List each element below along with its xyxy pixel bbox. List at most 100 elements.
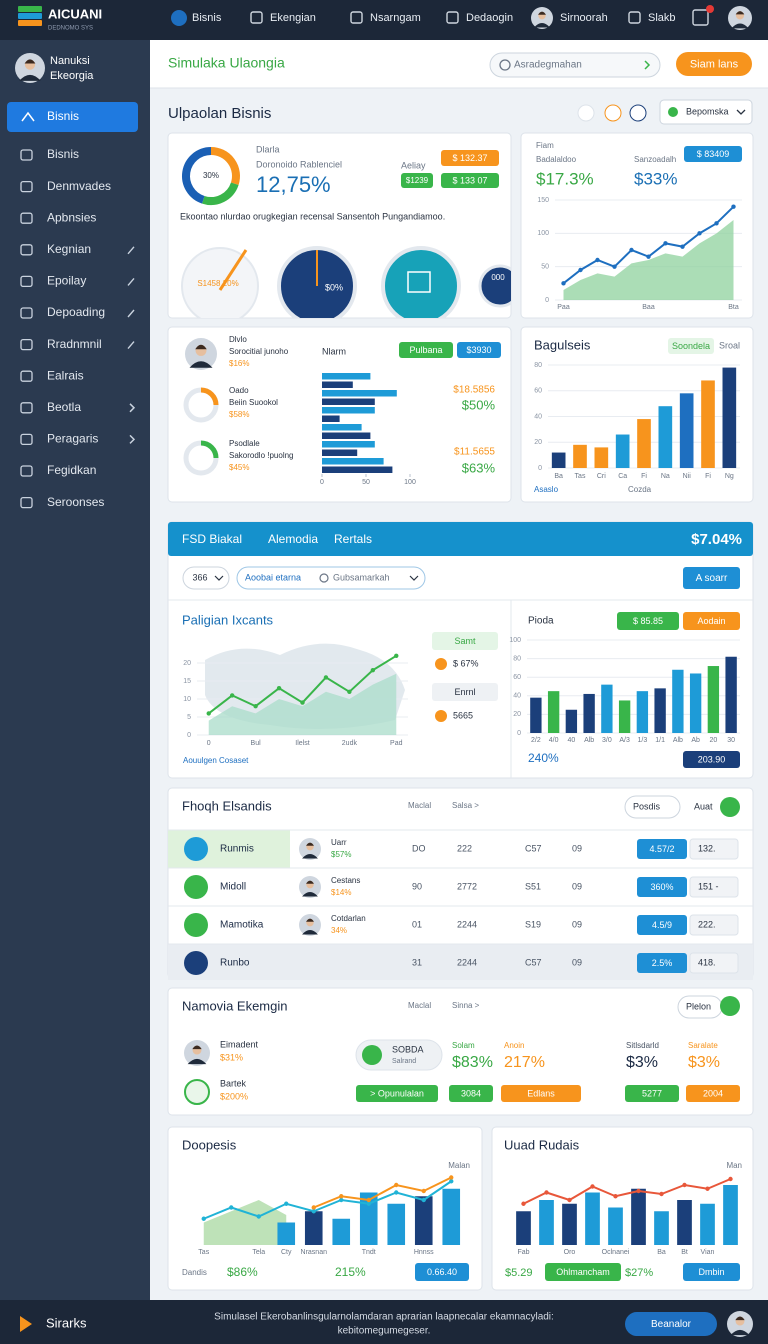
button-bg[interactable] bbox=[686, 1085, 740, 1102]
button-bg[interactable] bbox=[637, 953, 687, 973]
button-bg[interactable] bbox=[637, 877, 687, 897]
legend-item[interactable]: Soondela bbox=[672, 341, 710, 351]
button[interactable]: 203.90 bbox=[698, 754, 726, 764]
button-bg[interactable] bbox=[441, 150, 499, 166]
button[interactable]: 5277 bbox=[642, 1088, 662, 1098]
active-nav-bg[interactable] bbox=[7, 102, 138, 132]
link[interactable]: Auat bbox=[694, 801, 713, 811]
button[interactable]: 2.5% bbox=[652, 958, 673, 968]
tab[interactable]: Rertals bbox=[334, 532, 372, 546]
button-bg[interactable] bbox=[441, 173, 499, 188]
link[interactable]: Maclal bbox=[408, 801, 431, 810]
select[interactable] bbox=[689, 876, 739, 898]
button-bg[interactable] bbox=[617, 612, 679, 630]
button-bg[interactable] bbox=[684, 146, 742, 162]
search-placeholder[interactable]: Asradegmahan bbox=[514, 60, 582, 71]
button[interactable]: 2004 bbox=[703, 1088, 723, 1098]
button[interactable]: $ 132.37 bbox=[452, 153, 487, 163]
nav-item[interactable]: Fegidkan bbox=[47, 463, 96, 477]
legend-item[interactable]: Samt bbox=[454, 636, 476, 646]
button-bg[interactable] bbox=[401, 173, 433, 188]
button[interactable]: Edlans bbox=[527, 1088, 555, 1098]
button-bg[interactable] bbox=[356, 1085, 438, 1102]
action-icon[interactable] bbox=[720, 797, 740, 817]
legend-item[interactable]: Enrnl bbox=[454, 687, 475, 697]
nav-item[interactable]: Bisnis bbox=[47, 147, 79, 161]
button[interactable]: $ 85.85 bbox=[633, 616, 663, 626]
button[interactable]: Ohlmancham bbox=[556, 1267, 610, 1277]
button-bg[interactable] bbox=[683, 1263, 740, 1281]
nav-item[interactable]: Kegnian bbox=[47, 242, 91, 256]
button-bg[interactable] bbox=[415, 1263, 469, 1281]
dropdown[interactable] bbox=[659, 99, 753, 125]
nav-item[interactable]: Bisnis bbox=[192, 12, 222, 24]
tab[interactable]: Alemodia bbox=[268, 532, 318, 546]
button[interactable]: $3930 bbox=[466, 345, 491, 355]
nav-item[interactable]: Dedaogin bbox=[466, 12, 513, 24]
button-bg[interactable] bbox=[501, 1085, 581, 1102]
button[interactable]: $ 133 07 bbox=[452, 175, 487, 185]
link[interactable]: Maclal bbox=[408, 1001, 431, 1010]
nav-item[interactable]: Ekengian bbox=[270, 12, 316, 24]
search-box[interactable] bbox=[489, 52, 661, 78]
button[interactable]: Aodain bbox=[697, 616, 725, 626]
nav-item[interactable]: Apbnsies bbox=[47, 210, 96, 224]
nav-item[interactable]: Ealrais bbox=[47, 368, 84, 382]
button[interactable]: $ 83409 bbox=[697, 149, 730, 159]
legend-item-bg[interactable] bbox=[668, 338, 714, 354]
select[interactable] bbox=[689, 952, 739, 974]
nav-item[interactable]: Nsarngam bbox=[370, 12, 421, 24]
active-nav-item[interactable]: Bisnis bbox=[47, 109, 79, 123]
dropdown[interactable] bbox=[182, 566, 230, 590]
button[interactable]: > Opunulalan bbox=[370, 1088, 424, 1098]
dropdown-label[interactable]: 366 bbox=[192, 572, 207, 582]
button[interactable]: Dmbin bbox=[698, 1267, 724, 1277]
tool-icon[interactable] bbox=[629, 104, 647, 122]
dropdown-label[interactable]: Posdis bbox=[633, 801, 661, 811]
button[interactable]: A soarr bbox=[696, 573, 728, 584]
dropdown[interactable] bbox=[624, 795, 681, 819]
tab[interactable]: FSD Biakal bbox=[182, 532, 242, 546]
button-bg[interactable] bbox=[545, 1263, 621, 1281]
select-label[interactable]: 222. bbox=[698, 919, 716, 929]
filter-box[interactable] bbox=[236, 566, 426, 590]
tool-icon[interactable] bbox=[604, 104, 622, 122]
nav-item[interactable]: Slakb bbox=[648, 12, 676, 24]
link[interactable]: Salsa > bbox=[452, 801, 479, 810]
button[interactable]: 4.5/9 bbox=[652, 920, 672, 930]
select[interactable] bbox=[689, 914, 739, 936]
nav-item[interactable]: Sirnoorah bbox=[560, 12, 608, 24]
bell-icon[interactable] bbox=[692, 9, 709, 26]
nav-item[interactable]: Seroonses bbox=[47, 495, 104, 509]
button[interactable]: 0.66.40 bbox=[427, 1267, 457, 1277]
button[interactable]: 3084 bbox=[461, 1088, 481, 1098]
button[interactable]: 360% bbox=[650, 882, 673, 892]
tool-icon[interactable] bbox=[577, 104, 595, 122]
legend-item-bg[interactable] bbox=[432, 632, 498, 650]
button[interactable]: Siam lans bbox=[690, 58, 739, 70]
nav-item[interactable]: Depoading bbox=[47, 305, 105, 319]
button[interactable]: Pulbana bbox=[409, 345, 442, 355]
nav-item[interactable]: Denmvades bbox=[47, 179, 111, 193]
button-bg[interactable] bbox=[625, 1312, 717, 1336]
dropdown-label[interactable]: Bepomska bbox=[686, 106, 729, 116]
select-label[interactable]: 132. bbox=[698, 843, 716, 853]
button[interactable]: Beanalor bbox=[651, 1319, 692, 1330]
dropdown-label[interactable]: Plelon bbox=[686, 1001, 711, 1011]
select-label[interactable]: 418. bbox=[698, 957, 716, 967]
search-placeholder[interactable]: Gubsamarkah bbox=[333, 572, 390, 582]
select[interactable] bbox=[689, 838, 739, 860]
legend-item-bg[interactable] bbox=[432, 683, 498, 701]
button-bg[interactable] bbox=[637, 915, 687, 935]
button-bg[interactable] bbox=[637, 839, 687, 859]
button[interactable]: $1239 bbox=[406, 176, 429, 185]
button-bg[interactable] bbox=[449, 1085, 493, 1102]
button-bg[interactable] bbox=[457, 342, 501, 358]
nav-item[interactable]: Beotla bbox=[47, 400, 81, 414]
nav-item[interactable]: Epoilay bbox=[47, 274, 86, 288]
link[interactable]: Sinna > bbox=[452, 1001, 480, 1010]
button-bg[interactable] bbox=[683, 612, 740, 630]
filter-label[interactable]: Aoobai etarna bbox=[245, 572, 301, 582]
button-bg[interactable] bbox=[683, 751, 740, 768]
action-icon[interactable] bbox=[720, 996, 740, 1016]
